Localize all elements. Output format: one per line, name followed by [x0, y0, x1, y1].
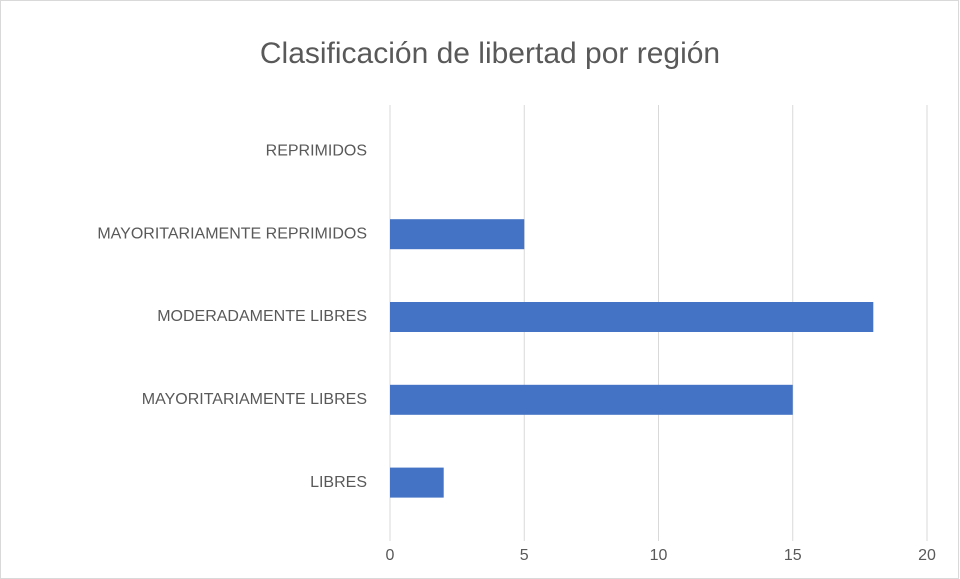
x-tick-label: 5	[520, 547, 529, 564]
bar	[390, 467, 444, 498]
y-tick-label: REPRIMIDOS	[266, 143, 367, 160]
x-tick-label: 20	[918, 547, 936, 564]
x-tick-label: 0	[386, 547, 395, 564]
bar	[390, 219, 525, 250]
bar	[390, 302, 874, 332]
y-tick-label: MODERADAMENTE LIBRES	[157, 308, 367, 325]
x-tick-label: 15	[784, 547, 802, 564]
y-tick-label: MAYORITARIAMENTE LIBRES	[142, 391, 367, 408]
y-tick-label: MAYORITARIAMENTE REPRIMIDOS	[97, 225, 367, 242]
bar	[390, 384, 793, 415]
chart-title: Clasificación de libertad por región	[260, 37, 720, 70]
x-tick-label: 10	[650, 547, 668, 564]
y-tick-label: LIBRES	[310, 474, 367, 491]
